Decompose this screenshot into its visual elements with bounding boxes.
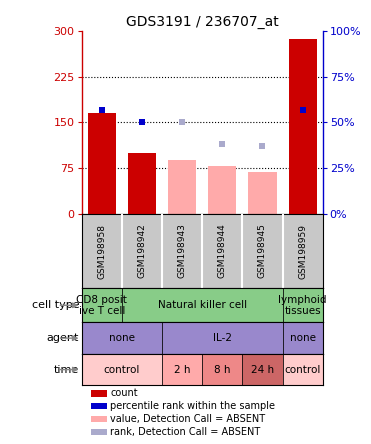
Text: GSM198942: GSM198942 bbox=[137, 224, 147, 278]
Text: lymphoid
tissues: lymphoid tissues bbox=[278, 294, 327, 316]
Bar bbox=[82, 354, 162, 385]
Bar bbox=[283, 288, 323, 322]
Bar bbox=[128, 153, 156, 214]
Text: control: control bbox=[285, 365, 321, 375]
Text: cell type: cell type bbox=[32, 300, 79, 310]
Bar bbox=[82, 322, 162, 354]
Text: CD8 posit
ive T cell: CD8 posit ive T cell bbox=[76, 294, 127, 316]
Text: percentile rank within the sample: percentile rank within the sample bbox=[110, 401, 275, 411]
Bar bbox=[91, 429, 107, 435]
Text: none: none bbox=[109, 333, 135, 343]
Text: rank, Detection Call = ABSENT: rank, Detection Call = ABSENT bbox=[110, 427, 260, 437]
Bar bbox=[91, 416, 107, 422]
Text: none: none bbox=[290, 333, 316, 343]
Text: time: time bbox=[54, 365, 79, 375]
Bar bbox=[91, 390, 107, 396]
Bar bbox=[283, 322, 323, 354]
Bar bbox=[249, 172, 276, 214]
Bar bbox=[283, 354, 323, 385]
Bar bbox=[202, 354, 242, 385]
Text: 8 h: 8 h bbox=[214, 365, 230, 375]
Bar bbox=[289, 39, 317, 214]
Text: 2 h: 2 h bbox=[174, 365, 190, 375]
Text: GSM198958: GSM198958 bbox=[97, 223, 106, 278]
Text: 24 h: 24 h bbox=[251, 365, 274, 375]
Text: Natural killer cell: Natural killer cell bbox=[158, 300, 247, 310]
Text: GSM198944: GSM198944 bbox=[218, 224, 227, 278]
Text: GSM198959: GSM198959 bbox=[298, 223, 307, 278]
Text: IL-2: IL-2 bbox=[213, 333, 232, 343]
Text: GSM198945: GSM198945 bbox=[258, 224, 267, 278]
Text: control: control bbox=[104, 365, 140, 375]
Bar bbox=[82, 288, 122, 322]
Bar bbox=[168, 160, 196, 214]
Text: value, Detection Call = ABSENT: value, Detection Call = ABSENT bbox=[110, 414, 265, 424]
Bar bbox=[162, 354, 202, 385]
Text: agent: agent bbox=[47, 333, 79, 343]
Bar bbox=[162, 322, 283, 354]
Bar bbox=[242, 354, 283, 385]
Bar bbox=[208, 166, 236, 214]
Text: GSM198943: GSM198943 bbox=[178, 224, 187, 278]
Title: GDS3191 / 236707_at: GDS3191 / 236707_at bbox=[126, 15, 279, 29]
Bar bbox=[122, 288, 283, 322]
Text: count: count bbox=[110, 388, 138, 398]
Bar bbox=[88, 113, 116, 214]
Bar bbox=[91, 403, 107, 409]
